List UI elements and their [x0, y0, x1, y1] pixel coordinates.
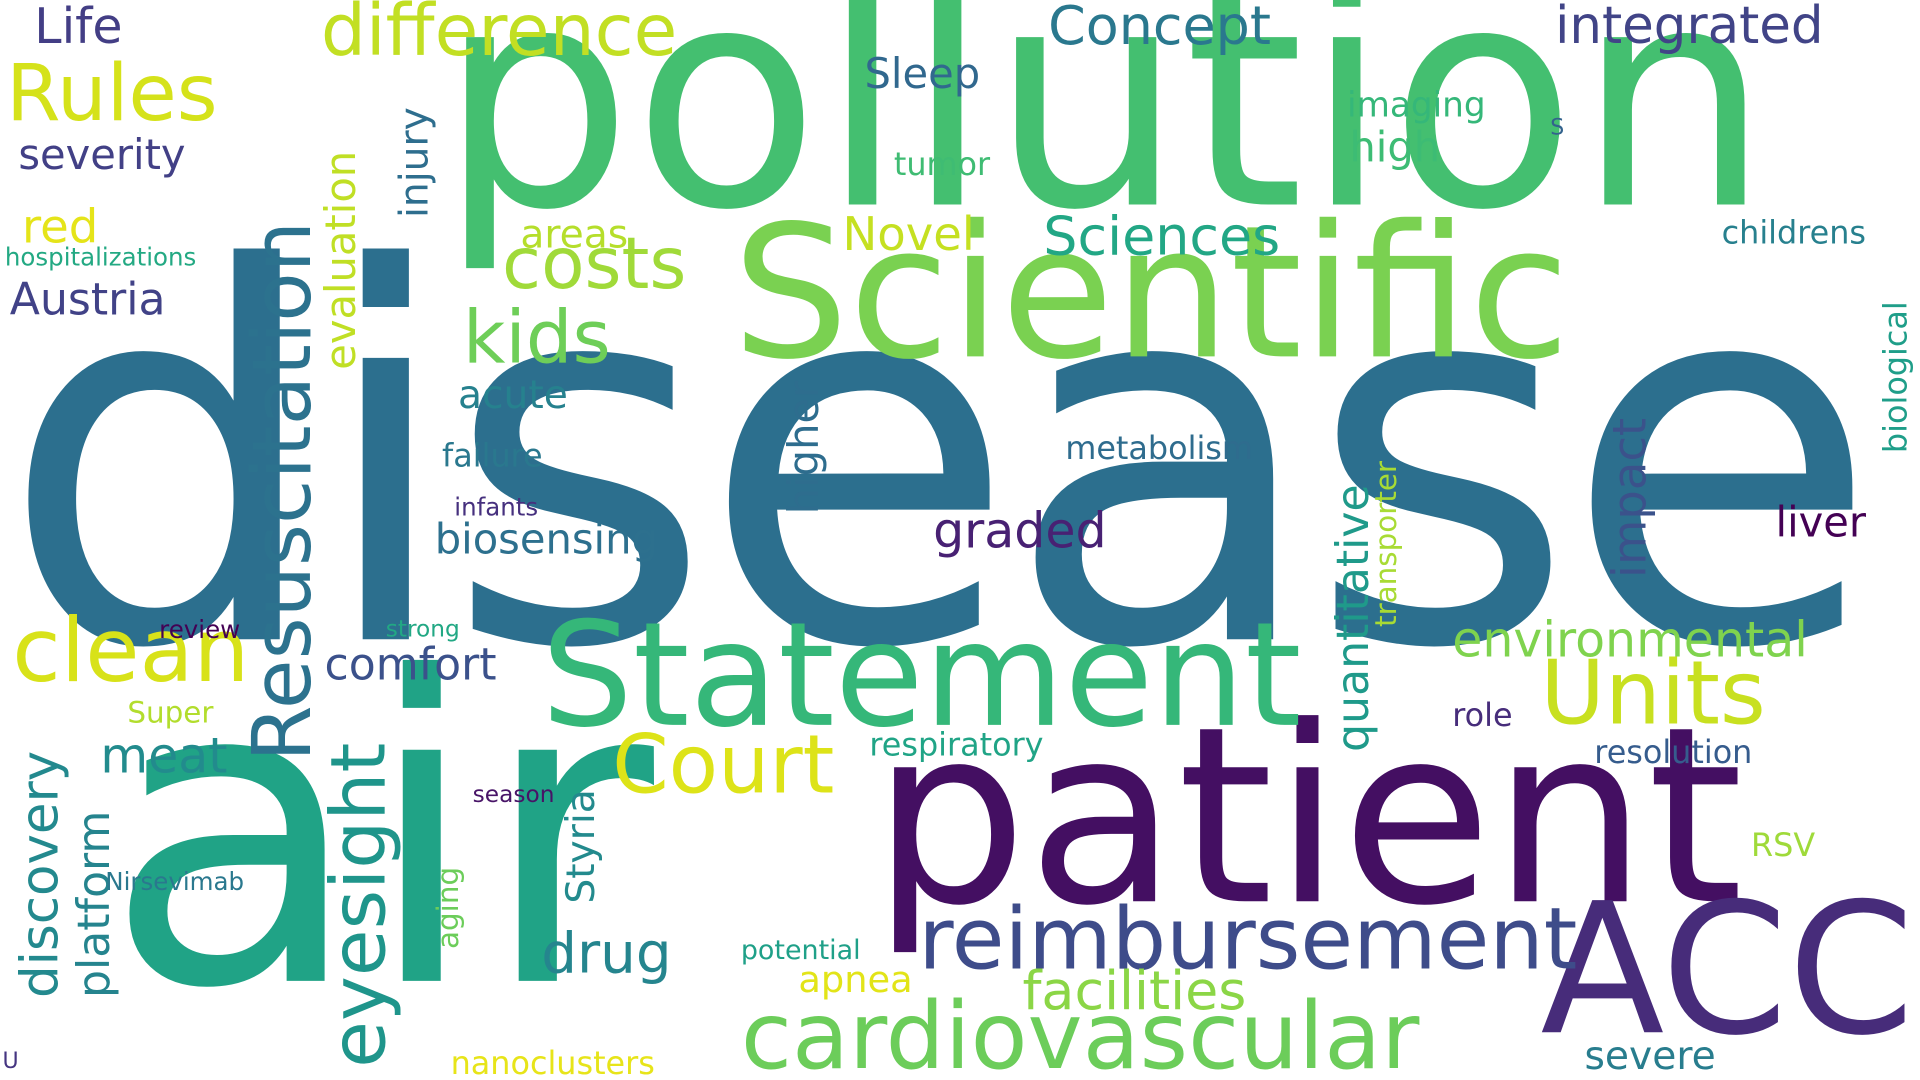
- word-air: air: [104, 590, 655, 1080]
- word-integrated: integrated: [1555, 0, 1824, 56]
- word-severe: severe: [1584, 1032, 1716, 1079]
- word-reimbursement: reimbursement: [918, 888, 1578, 990]
- word-units: Units: [1540, 641, 1766, 745]
- word-transporter: transporter: [1368, 460, 1404, 627]
- word-red: red: [22, 199, 99, 254]
- word-acc: ACC: [1540, 864, 1915, 1076]
- word-tumor: tumor: [893, 146, 991, 184]
- word-impact: impact: [1602, 417, 1657, 578]
- word-higher: higher: [780, 380, 829, 515]
- word-meat: meat: [100, 728, 228, 785]
- word-biological: biological: [1878, 301, 1916, 454]
- word-liver: liver: [1775, 498, 1867, 548]
- word-resolution: resolution: [1594, 734, 1753, 772]
- word-rules: Rules: [6, 48, 218, 140]
- word-evaluation: evaluation: [317, 150, 367, 370]
- word-infants: infants: [454, 492, 539, 522]
- word-role: role: [1452, 697, 1513, 735]
- word-cardiovascular: cardiovascular: [740, 980, 1420, 1080]
- word-u: U: [2, 1048, 19, 1074]
- word-austria: Austria: [9, 275, 166, 326]
- word-eyesight: eyesight: [313, 742, 403, 1068]
- word-potential: potential: [740, 935, 861, 967]
- word-drug: drug: [541, 919, 672, 986]
- word-styria: Styria: [557, 789, 604, 904]
- word-childrens: childrens: [1721, 215, 1866, 253]
- word-environmental: environmental: [1452, 612, 1808, 669]
- word-difference: difference: [320, 0, 678, 73]
- word-statement: Statement: [541, 590, 1302, 760]
- word-sleep: Sleep: [864, 50, 981, 100]
- word-biosensing: biosensing: [434, 515, 658, 565]
- word-respiratory: respiratory: [869, 727, 1044, 765]
- word-sciences: Sciences: [1043, 205, 1281, 269]
- word-failure: failure: [442, 438, 543, 476]
- word-patient: patient: [871, 674, 1744, 961]
- word-acute: acute: [457, 371, 568, 418]
- word-areas: areas: [520, 210, 629, 258]
- word-graded: graded: [933, 503, 1107, 560]
- word-high: high: [1349, 123, 1441, 173]
- word-costs: costs: [502, 221, 687, 305]
- word-discovery: discovery: [9, 750, 70, 998]
- word-s: S: [1550, 115, 1565, 141]
- word-nirsevimab: Nirsevimab: [105, 866, 245, 897]
- word-rsv: RSV: [1751, 827, 1816, 865]
- word-kids: kids: [462, 295, 611, 381]
- word-severity: severity: [18, 131, 186, 181]
- word-aging: aging: [431, 866, 466, 949]
- word-platform: platform: [69, 810, 121, 998]
- word-pollution: pollution: [438, 0, 1771, 277]
- word-court: Court: [612, 717, 835, 812]
- word-metabolism: metabolism: [1065, 431, 1253, 468]
- word-scientific: Scientific: [732, 187, 1571, 401]
- word-imaging: imaging: [1346, 84, 1486, 125]
- word-season: season: [472, 781, 555, 809]
- word-life: Life: [34, 0, 123, 56]
- word-strong: strong: [385, 615, 460, 643]
- word-injury: injury: [390, 107, 438, 218]
- word-review: review: [159, 614, 241, 645]
- word-facilities: facilities: [1022, 960, 1247, 1023]
- word-super: Super: [127, 695, 214, 730]
- word-novel: Novel: [842, 206, 975, 261]
- word-comfort: comfort: [324, 640, 497, 691]
- word-resuscitation: Resuscitation: [235, 221, 330, 762]
- word-nanoclusters: nanoclusters: [450, 1045, 655, 1080]
- word-clean: clean: [12, 598, 250, 702]
- word-disease: disease: [0, 162, 1880, 762]
- word-hospitalizations: hospitalizations: [4, 242, 197, 272]
- word-apnea: apnea: [798, 958, 913, 1002]
- word-concept: Concept: [1048, 0, 1272, 58]
